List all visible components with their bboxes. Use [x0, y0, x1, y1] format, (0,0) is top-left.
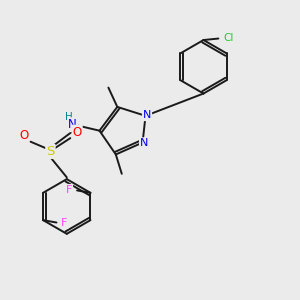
Text: N: N [140, 138, 148, 148]
Text: Cl: Cl [224, 33, 234, 43]
Text: F: F [66, 185, 72, 195]
Text: S: S [46, 145, 55, 158]
Text: O: O [73, 126, 82, 139]
Text: H: H [65, 112, 73, 122]
Text: N: N [68, 118, 77, 131]
Text: N: N [143, 110, 151, 120]
Text: F: F [61, 218, 68, 228]
Text: O: O [19, 129, 28, 142]
